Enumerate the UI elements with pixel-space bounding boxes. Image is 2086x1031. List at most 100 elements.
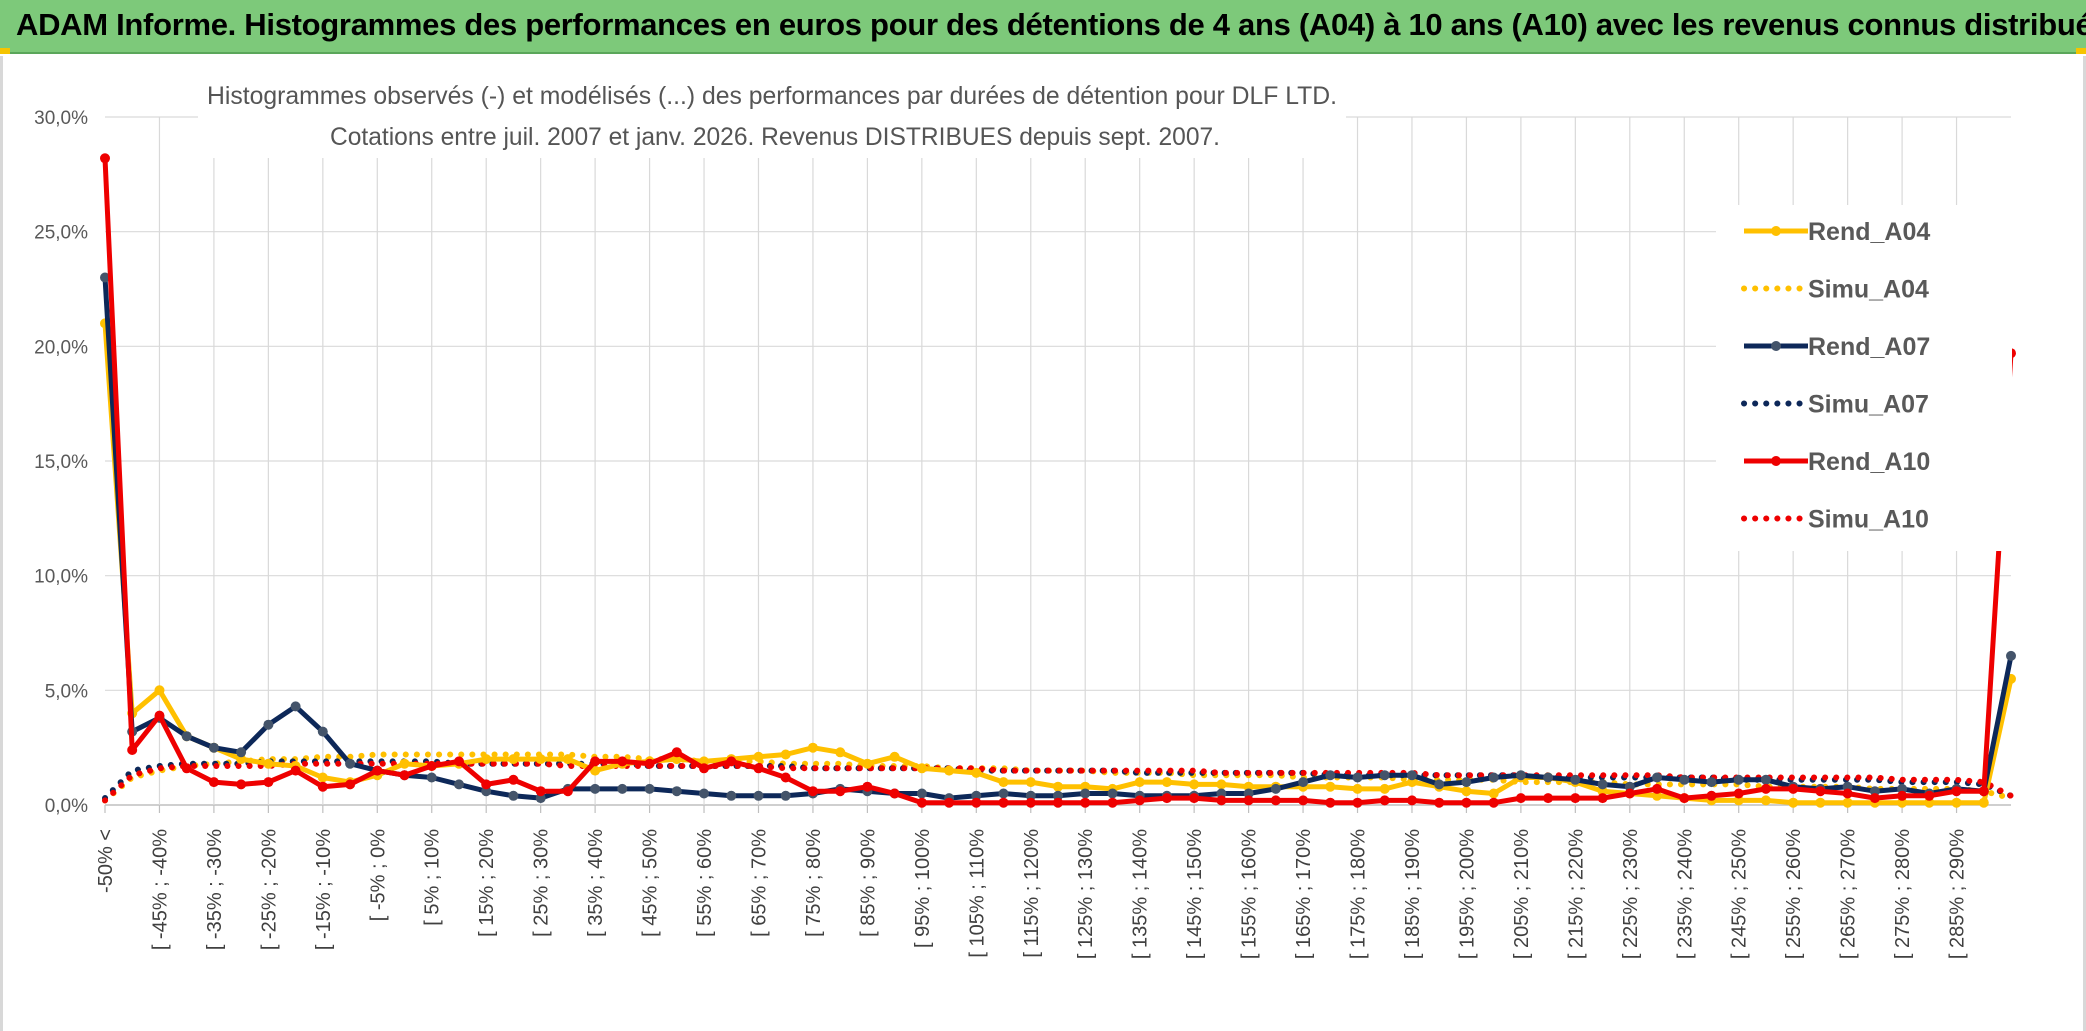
chart-title-line2: Cotations entre juil. 2007 et janv. 2026… — [330, 123, 1220, 151]
point-rend_a04 — [699, 756, 709, 767]
title-banner: ADAM Informe. Histogrammes des performan… — [0, 0, 2086, 54]
point-rend_a10 — [807, 786, 818, 797]
point-rend_a04 — [971, 767, 982, 778]
x-tick-label: [ 65% ; 70% — [748, 829, 770, 937]
x-tick-label: [ 205% ; 210% — [1511, 829, 1533, 959]
legend-marker — [1771, 456, 1781, 466]
legend-label: Simu_A04 — [1808, 276, 1929, 304]
point-rend_a04 — [1461, 786, 1472, 797]
point-rend_a04 — [780, 749, 791, 760]
x-tick-label: [ 95% ; 100% — [912, 829, 934, 948]
point-rend_a10 — [998, 797, 1009, 808]
x-tick-label: [ 265% ; 270% — [1838, 829, 1860, 959]
point-rend_a10 — [1053, 797, 1063, 808]
point-rend_a10 — [617, 756, 628, 767]
point-rend_a10 — [372, 765, 383, 776]
point-rend_a07 — [1733, 774, 1744, 785]
y-axis: 0,0% 5,0% 10,0% 15,0% 20,0% 25,0% 30,0% — [34, 108, 88, 817]
point-rend_a07 — [2006, 650, 2016, 661]
point-rend_a04 — [1053, 781, 1063, 792]
point-rend_a04 — [1325, 781, 1336, 792]
point-rend_a10 — [753, 763, 764, 774]
point-rend_a04 — [263, 758, 274, 769]
point-rend_a04 — [1788, 797, 1799, 808]
point-rend_a07 — [699, 788, 709, 799]
point-rend_a07 — [1570, 774, 1581, 785]
point-rend_a10 — [1978, 786, 1989, 797]
point-rend_a07 — [916, 788, 927, 799]
point-rend_a07 — [1243, 788, 1254, 799]
point-rend_a07 — [1679, 774, 1690, 785]
point-rend_a10 — [208, 777, 219, 788]
point-rend_a04 — [1189, 779, 1200, 790]
point-rend_a07 — [1760, 774, 1771, 785]
point-rend_a04 — [944, 765, 955, 776]
point-rend_a07 — [317, 726, 328, 737]
legend-label: Rend_A04 — [1808, 218, 1930, 246]
x-tick-label: [ 35% ; 40% — [585, 829, 607, 937]
point-rend_a04 — [889, 751, 900, 762]
point-rend_a10 — [780, 772, 791, 783]
point-rend_a10 — [1897, 790, 1908, 801]
legend-label: Simu_A07 — [1808, 391, 1929, 419]
x-tick-label: [ 215% ; 220% — [1565, 829, 1587, 959]
point-rend_a10 — [1597, 793, 1608, 804]
point-rend_a04 — [1352, 783, 1363, 794]
y-tick-label: 30,0% — [34, 108, 88, 129]
point-rend_a10 — [127, 745, 138, 755]
point-rend_a07 — [454, 779, 464, 790]
x-tick-label: [ -15% ; -10% — [313, 829, 335, 950]
x-tick-label: [ 135% ; 140% — [1130, 829, 1152, 959]
point-rend_a07 — [1325, 770, 1336, 781]
point-rend_a10 — [290, 765, 301, 776]
point-rend_a10 — [971, 797, 982, 808]
point-rend_a04 — [1161, 777, 1172, 788]
point-rend_a04 — [590, 765, 601, 776]
point-rend_a04 — [535, 754, 546, 765]
point-rend_a10 — [1570, 793, 1581, 804]
point-rend_a07 — [181, 731, 192, 742]
x-tick-label: [ 5% ; 10% — [422, 829, 444, 926]
point-rend_a10 — [1189, 793, 1200, 804]
point-rend_a10 — [1325, 797, 1336, 808]
point-rend_a07 — [1053, 790, 1063, 801]
point-rend_a10 — [835, 786, 846, 797]
x-tick-label: [ 15% ; 20% — [476, 829, 498, 937]
point-rend_a07 — [644, 783, 655, 794]
point-rend_a07 — [1652, 772, 1662, 783]
point-rend_a07 — [1379, 770, 1390, 781]
point-rend_a10 — [1842, 788, 1853, 799]
point-rend_a10 — [1515, 793, 1526, 804]
point-rend_a10 — [100, 153, 110, 164]
point-rend_a10 — [1107, 797, 1118, 808]
x-tick-label: [ 145% ; 150% — [1184, 829, 1206, 959]
point-rend_a07 — [1107, 788, 1118, 799]
x-tick-label: [ 255% ; 260% — [1783, 829, 1805, 959]
x-tick-label: [ 45% ; 50% — [640, 829, 662, 937]
x-tick-label: [ 275% ; 280% — [1892, 829, 1914, 959]
point-rend_a07 — [1298, 777, 1309, 788]
point-rend_a10 — [1025, 797, 1036, 808]
point-rend_a10 — [1869, 793, 1880, 804]
point-rend_a10 — [1924, 790, 1935, 801]
y-tick-label: 5,0% — [45, 681, 88, 702]
point-rend_a04 — [1379, 783, 1390, 794]
series-layer — [100, 153, 2016, 808]
y-tick-label: 20,0% — [34, 337, 88, 358]
point-rend_a04 — [1978, 797, 1989, 808]
point-rend_a07 — [1869, 786, 1880, 797]
point-rend_a07 — [780, 790, 791, 801]
point-rend_a04 — [1815, 797, 1826, 808]
point-rend_a10 — [508, 774, 519, 785]
chart-frame — [0, 56, 2086, 1031]
point-rend_a07 — [1706, 777, 1717, 788]
point-rend_a04 — [1025, 777, 1036, 788]
point-rend_a07 — [998, 788, 1009, 799]
x-tick-label: [ 25% ; 30% — [531, 829, 553, 937]
point-rend_a07 — [508, 790, 519, 801]
point-rend_a10 — [1161, 793, 1172, 804]
x-tick-label: [ -5% ; 0% — [367, 829, 389, 921]
point-rend_a07 — [1270, 783, 1281, 794]
point-rend_a10 — [671, 747, 682, 758]
